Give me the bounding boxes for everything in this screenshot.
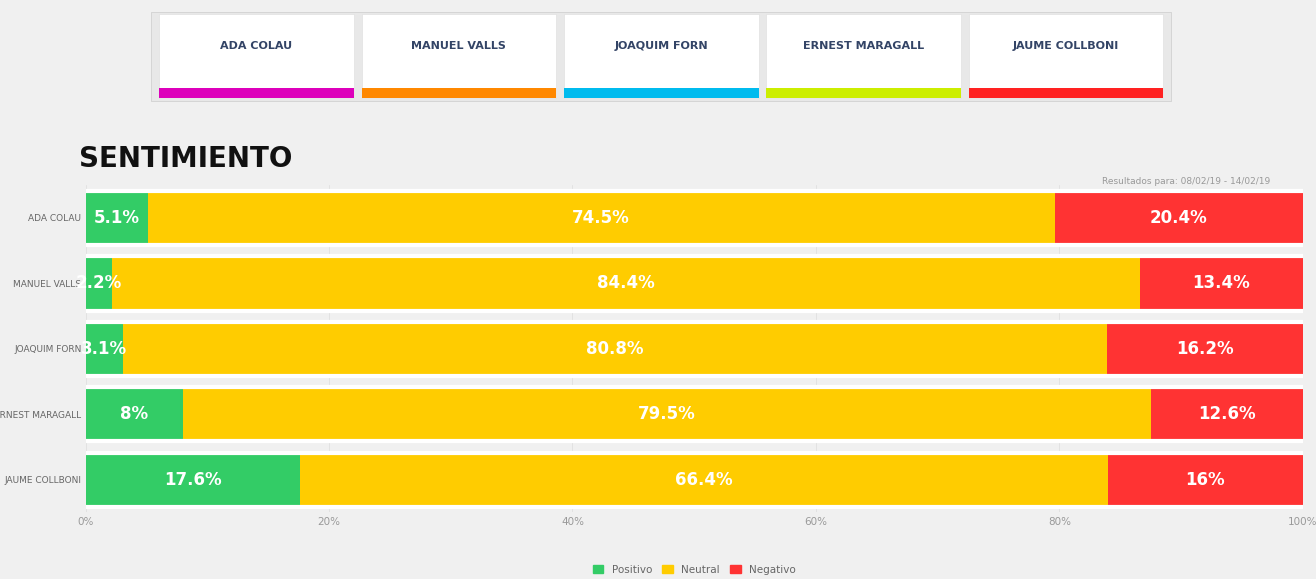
Text: 17.6%: 17.6% bbox=[164, 471, 221, 489]
Text: 12.6%: 12.6% bbox=[1199, 405, 1257, 423]
Text: 74.5%: 74.5% bbox=[572, 209, 630, 227]
Bar bbox=[1150, 389, 1304, 440]
Bar bbox=[86, 389, 183, 440]
Bar bbox=[300, 454, 1108, 505]
Text: 3.1%: 3.1% bbox=[82, 340, 128, 358]
Text: 2.2%: 2.2% bbox=[76, 274, 122, 292]
Text: 84.4%: 84.4% bbox=[597, 274, 655, 292]
Text: 79.5%: 79.5% bbox=[638, 405, 696, 423]
Text: 66.4%: 66.4% bbox=[675, 471, 733, 489]
Bar bbox=[183, 389, 1150, 440]
Text: 80.8%: 80.8% bbox=[587, 340, 644, 358]
Bar bbox=[86, 323, 124, 375]
Bar bbox=[124, 323, 1107, 375]
Text: Resultados para: 08/02/19 - 14/02/19: Resultados para: 08/02/19 - 14/02/19 bbox=[1101, 177, 1270, 186]
Bar bbox=[86, 192, 147, 244]
Text: 5.1%: 5.1% bbox=[93, 209, 139, 227]
Bar bbox=[147, 192, 1054, 244]
Text: JAUME COLLBONI: JAUME COLLBONI bbox=[1013, 41, 1119, 52]
Bar bbox=[1108, 454, 1303, 505]
Text: 13.4%: 13.4% bbox=[1192, 274, 1250, 292]
Text: 20.4%: 20.4% bbox=[1150, 209, 1208, 227]
Bar bbox=[1140, 258, 1303, 309]
Bar bbox=[86, 258, 112, 309]
Legend: Positivo, Neutral, Negativo: Positivo, Neutral, Negativo bbox=[588, 561, 800, 579]
Bar bbox=[1054, 192, 1303, 244]
Bar bbox=[86, 454, 300, 505]
Text: 8%: 8% bbox=[120, 405, 149, 423]
Text: 16%: 16% bbox=[1186, 471, 1225, 489]
Text: ADA COLAU: ADA COLAU bbox=[220, 41, 292, 52]
Bar bbox=[112, 258, 1140, 309]
Text: MANUEL VALLS: MANUEL VALLS bbox=[412, 41, 507, 52]
Text: 16.2%: 16.2% bbox=[1177, 340, 1234, 358]
Text: SENTIMIENTO: SENTIMIENTO bbox=[79, 145, 292, 173]
Text: JOAQUIM FORN: JOAQUIM FORN bbox=[615, 41, 708, 52]
Text: ERNEST MARAGALL: ERNEST MARAGALL bbox=[803, 41, 924, 52]
Bar bbox=[1107, 323, 1304, 375]
